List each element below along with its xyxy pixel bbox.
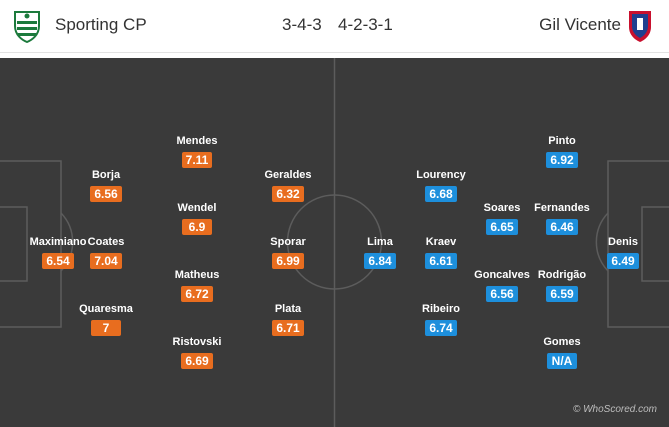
player-sporar[interactable]: Sporar 6.99 [270, 236, 306, 269]
rating-badge: 6.72 [181, 286, 213, 302]
rating-badge: 6.56 [486, 286, 518, 302]
rating-badge: 6.74 [425, 320, 457, 336]
sporting-crest-icon [14, 11, 40, 43]
rating-badge: 6.61 [425, 253, 457, 269]
player-lima[interactable]: Lima 6.84 [335, 236, 425, 270]
player-goncalves[interactable]: Goncalves 6.56 [474, 269, 530, 302]
rating-badge: 7.11 [181, 152, 213, 168]
player-plata[interactable]: Plata 6.71 [243, 303, 333, 337]
rating-badge: 6.92 [546, 152, 578, 168]
rating-badge: 7.04 [90, 253, 122, 269]
rating-badge: 6.99 [272, 253, 304, 269]
player-fernandes[interactable]: Fernandes 6.46 [534, 202, 590, 235]
player-ristovski[interactable]: Ristovski 6.69 [172, 336, 222, 369]
player-quaresma[interactable]: Quaresma 7 [79, 303, 133, 336]
home-formation: 3-4-3 [282, 15, 322, 34]
pitch: Maximiano 6.54 Borja 6.56 Coates 7.04 Qu… [0, 58, 669, 427]
player-geraldes[interactable]: Geraldes 6.32 [264, 169, 312, 202]
player-kraev[interactable]: Kraev 6.61 [425, 236, 457, 269]
rating-badge: 6.84 [364, 253, 396, 269]
player-wendel[interactable]: Wendel 6.9 [177, 202, 217, 235]
away-team-name: Gil Vicente [539, 15, 621, 34]
player-lourency[interactable]: Lourency 6.68 [416, 169, 466, 202]
rating-badge: 6.59 [546, 286, 578, 302]
rating-badge: 6.71 [272, 320, 304, 336]
rating-badge: N/A [547, 353, 577, 369]
player-maximiano[interactable]: Maximiano 6.54 [29, 236, 87, 269]
rating-badge: 6.69 [181, 353, 213, 369]
player-gomes[interactable]: Gomes N/A [543, 336, 581, 369]
player-borja[interactable]: Borja 6.56 [90, 169, 122, 202]
rating-badge: 7 [91, 320, 121, 336]
rating-badge: 6.49 [607, 253, 639, 269]
player-rodrigao[interactable]: Rodrigão 6.59 [537, 269, 587, 302]
player-soares[interactable]: Soares 6.65 [483, 202, 521, 235]
home-team-name: Sporting CP [55, 15, 147, 34]
whoscored-watermark: © WhoScored.com [572, 404, 657, 415]
player-pinto[interactable]: Pinto 6.92 [546, 135, 578, 168]
player-ribeiro[interactable]: Ribeiro 6.74 [422, 303, 460, 336]
player-mendes[interactable]: Mendes 7.11 [176, 135, 218, 168]
gil-vicente-crest-icon [629, 11, 651, 42]
player-coates[interactable]: Coates 7.04 [87, 236, 125, 269]
rating-badge: 6.68 [425, 186, 457, 202]
player-denis[interactable]: Denis 6.49 [607, 236, 639, 269]
rating-badge: 6.65 [486, 219, 518, 235]
rating-badge: 6.46 [546, 219, 578, 235]
player-matheus[interactable]: Matheus 6.72 [174, 269, 220, 302]
match-header: Sporting CP 3-4-3 4-2-3-1 Gil Vicente [0, 0, 669, 53]
rating-badge: 6.9 [182, 219, 212, 235]
away-formation: 4-2-3-1 [338, 15, 393, 34]
rating-badge: 6.54 [42, 253, 74, 269]
rating-badge: 6.56 [90, 186, 122, 202]
rating-badge: 6.32 [272, 186, 304, 202]
